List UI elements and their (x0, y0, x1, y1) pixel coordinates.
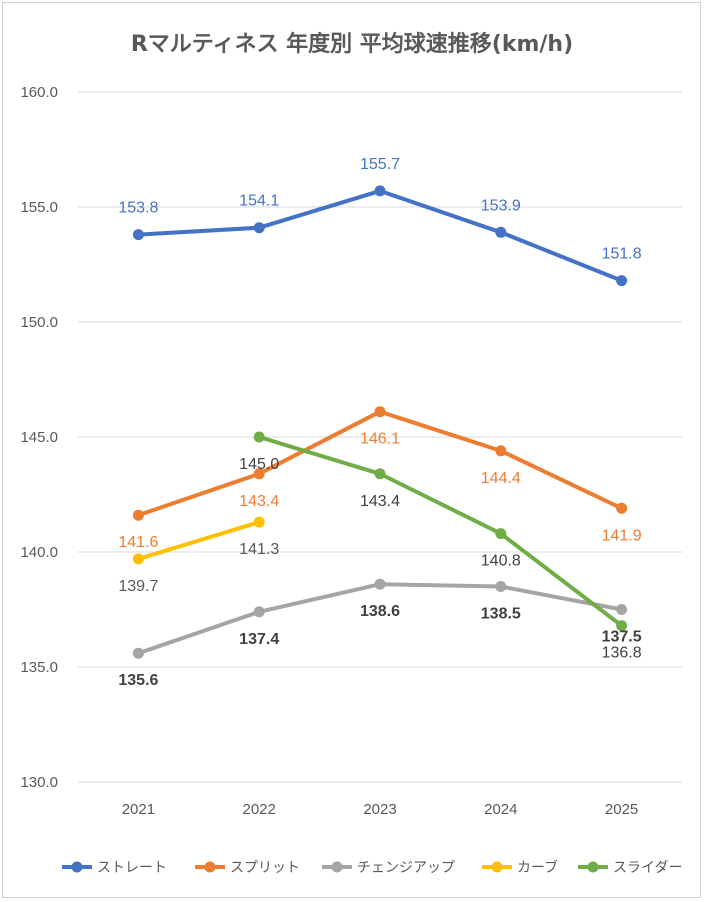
series-4-data-label: 139.7 (118, 578, 158, 595)
series-1-point (132, 229, 144, 241)
x-tick-label: 2024 (484, 801, 517, 818)
legend-item: ストレート (62, 860, 167, 876)
series-3-point (616, 604, 628, 615)
series-1-point (616, 275, 628, 287)
legend-item: チェンジアップ (322, 860, 455, 876)
legend-label: スライダー (613, 860, 682, 876)
series-4-data-label: 141.3 (239, 541, 279, 558)
legend: ストレート スプリット チェンジアップ カーブ スライダー (62, 859, 682, 876)
series-1-data-label: 153.8 (118, 200, 158, 217)
series-3-data-label: 138.6 (360, 603, 400, 620)
series-3-point (374, 578, 386, 590)
series-2-point (616, 502, 628, 514)
series-5-point (374, 468, 386, 480)
series-2-data-label: 143.4 (239, 493, 279, 510)
series-3-point (253, 606, 265, 618)
legend-item: スプリット (195, 860, 300, 876)
series-5-point (253, 431, 265, 443)
series-2-point (495, 445, 507, 457)
series-1-data-label: 153.9 (481, 197, 521, 214)
y-axis: 130.0 135.0 140.0 145.0 150.0 155.0 160.0 (20, 84, 58, 791)
legend-swatch-marker (71, 861, 83, 873)
series-1-point (495, 226, 507, 238)
y-tick-label: 145.0 (20, 429, 58, 446)
series-1-point (374, 185, 386, 197)
series-5-data-label: 145.0 (239, 456, 279, 473)
legend-swatch-marker (204, 861, 216, 873)
series-3-point (495, 581, 507, 592)
chart-title: Rマルティネス 年度別 平均球速推移(km/h) (131, 31, 573, 57)
series-2-data-label: 141.6 (118, 534, 158, 551)
series-1-data-label: 154.1 (239, 193, 279, 210)
gridlines (78, 91, 682, 783)
x-axis: 2021 2022 2023 2024 2025 (122, 801, 639, 818)
series-3-point (132, 647, 144, 659)
series-3-data-label: 137.4 (239, 631, 279, 648)
legend-item: スライダー (578, 860, 682, 876)
legend-item: カーブ (482, 859, 558, 876)
legend-label: スプリット (230, 860, 300, 876)
series-2-point (374, 406, 386, 418)
x-tick-label: 2021 (122, 801, 155, 818)
y-tick-label: 155.0 (20, 199, 58, 216)
x-tick-label: 2023 (363, 801, 396, 818)
series-lines (132, 185, 628, 659)
series-2-point (253, 468, 265, 480)
y-tick-label: 150.0 (20, 314, 58, 331)
y-tick-label: 135.0 (20, 659, 58, 676)
y-tick-label: 160.0 (20, 84, 58, 101)
series-2-data-label: 141.9 (602, 527, 642, 544)
legend-swatch-marker (331, 861, 343, 873)
series-3-data-label: 138.5 (481, 606, 521, 623)
x-tick-label: 2025 (605, 801, 638, 818)
series-5-data-label: 136.8 (602, 645, 642, 662)
series-2-point (132, 509, 144, 521)
x-tick-label: 2022 (243, 801, 276, 818)
series-4-line (136, 520, 262, 561)
series-2-data-label: 146.1 (360, 431, 400, 448)
legend-swatch-marker (587, 861, 599, 873)
series-2-data-label: 144.4 (481, 470, 521, 487)
series-1-data-label: 151.8 (602, 246, 642, 263)
legend-swatch-marker (491, 861, 503, 873)
legend-label: チェンジアップ (357, 860, 455, 876)
series-5-line (257, 435, 624, 628)
y-tick-label: 140.0 (20, 544, 58, 561)
series-5-data-label: 140.8 (481, 553, 521, 570)
series-3-data-label: 135.6 (118, 672, 158, 689)
legend-label: ストレート (97, 860, 167, 876)
series-1-line (136, 188, 624, 283)
series-4-point (253, 516, 265, 528)
series-1-data-label: 155.7 (360, 156, 400, 173)
series-5-point (616, 620, 628, 632)
series-4-point (132, 553, 144, 565)
series-5-point (495, 528, 507, 540)
series-1-point (253, 222, 265, 234)
series-3-data-label: 137.5 (602, 629, 642, 646)
legend-label: カーブ (517, 859, 558, 876)
data-labels: 153.8 154.1 155.7 153.9 151.8 141.6 143.4 146.1… (118, 156, 641, 689)
series-5-data-label: 143.4 (360, 493, 400, 510)
y-tick-label: 130.0 (20, 774, 58, 791)
